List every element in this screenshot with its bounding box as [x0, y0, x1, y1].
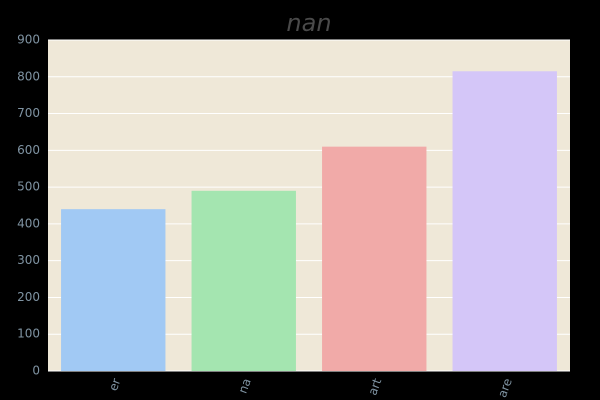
y-tick-label: 800 [17, 69, 40, 83]
bar [452, 71, 557, 371]
y-tick-label: 100 [17, 327, 40, 341]
y-tick-label: 600 [17, 143, 40, 157]
y-tick-label: 200 [17, 290, 40, 304]
bar [61, 209, 166, 371]
bar [322, 146, 427, 371]
x-tick-label: na [236, 376, 254, 395]
x-tick-label: are [495, 376, 515, 399]
y-tick-label: 400 [17, 216, 40, 230]
y-tick-label: 900 [17, 33, 40, 47]
y-tick-label: 300 [17, 253, 40, 267]
y-tick-label: 700 [17, 106, 40, 120]
bar [191, 190, 296, 371]
y-tick-label: 500 [17, 180, 40, 194]
y-tick-label: 0 [32, 364, 40, 378]
x-tick-label: art [365, 376, 384, 397]
chart-title: nan [286, 9, 331, 37]
x-tick-label: er [106, 376, 123, 392]
